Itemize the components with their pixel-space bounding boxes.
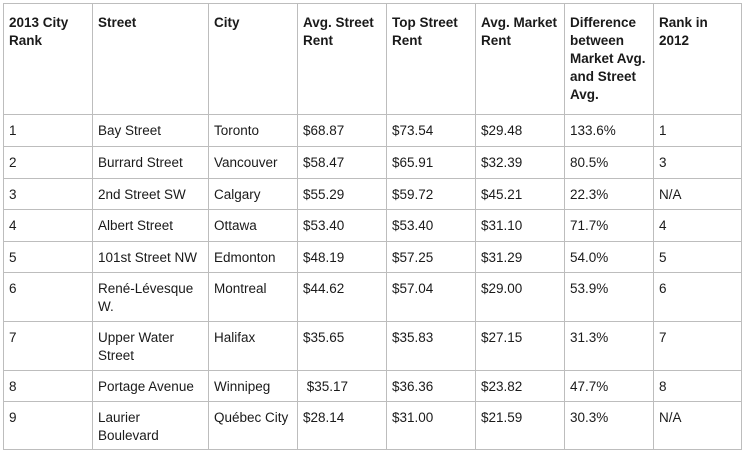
cell-city: Edmonton (208, 241, 298, 273)
cell-avg-market-rent: $29.48 (475, 114, 565, 147)
cell-rank: 5 (3, 241, 93, 273)
cell-street: Portage Avenue (92, 370, 209, 402)
cell-city: Halifax (208, 321, 298, 371)
cell-top-street-rent: $35.83 (386, 321, 476, 371)
cell-top-street-rent: $57.25 (386, 241, 476, 273)
cell-rank: 8 (3, 370, 93, 402)
cell-rank: 9 (3, 401, 93, 450)
cell-avg-street-rent: $55.29 (297, 178, 387, 210)
rent-ranking-table: 2013 City Rank Street City Avg. Street R… (3, 3, 742, 450)
header-avg-market-rent: Avg. Market Rent (475, 3, 565, 115)
cell-top-street-rent: $36.36 (386, 370, 476, 402)
cell-street: 101st Street NW (92, 241, 209, 273)
header-city-rank: 2013 City Rank (3, 3, 93, 115)
cell-difference: 30.3% (564, 401, 654, 450)
cell-avg-market-rent: $32.39 (475, 146, 565, 179)
cell-city: Toronto (208, 114, 298, 147)
cell-difference: 133.6% (564, 114, 654, 147)
cell-street: Bay Street (92, 114, 209, 147)
table-row: 5 101st Street NW Edmonton $48.19 $57.25… (3, 241, 742, 273)
cell-rank: 6 (3, 272, 93, 322)
cell-avg-market-rent: $21.59 (475, 401, 565, 450)
table-row: 3 2nd Street SW Calgary $55.29 $59.72 $4… (3, 178, 742, 210)
cell-street: Burrard Street (92, 146, 209, 179)
cell-rank-2012: 4 (653, 209, 742, 242)
cell-rank-2012: 8 (653, 370, 742, 402)
header-difference: Difference between Market Avg. and Stree… (564, 3, 654, 115)
cell-difference: 71.7% (564, 209, 654, 242)
cell-difference: 47.7% (564, 370, 654, 402)
cell-avg-market-rent: $23.82 (475, 370, 565, 402)
cell-avg-street-rent: $44.62 (297, 272, 387, 322)
cell-avg-street-rent: $35.65 (297, 321, 387, 371)
cell-rank: 7 (3, 321, 93, 371)
cell-city: Montreal (208, 272, 298, 322)
header-row: 2013 City Rank Street City Avg. Street R… (3, 3, 742, 115)
cell-rank: 3 (3, 178, 93, 210)
cell-rank-2012: N/A (653, 401, 742, 450)
cell-top-street-rent: $53.40 (386, 209, 476, 242)
cell-avg-street-rent: $68.87 (297, 114, 387, 147)
cell-top-street-rent: $31.00 (386, 401, 476, 450)
cell-street: 2nd Street SW (92, 178, 209, 210)
table-row: 1 Bay Street Toronto $68.87 $73.54 $29.4… (3, 114, 742, 147)
header-rank-2012: Rank in 2012 (653, 3, 742, 115)
cell-avg-market-rent: $31.29 (475, 241, 565, 273)
header-street: Street (92, 3, 209, 115)
cell-difference: 31.3% (564, 321, 654, 371)
cell-city: Winnipeg (208, 370, 298, 402)
cell-avg-street-rent: $28.14 (297, 401, 387, 450)
cell-street: Upper Water Street (92, 321, 209, 371)
table-row: 7 Upper Water Street Halifax $35.65 $35.… (3, 321, 742, 371)
cell-difference: 54.0% (564, 241, 654, 273)
table-row: 2 Burrard Street Vancouver $58.47 $65.91… (3, 146, 742, 179)
table-row: 4 Albert Street Ottawa $53.40 $53.40 $31… (3, 209, 742, 242)
cell-top-street-rent: $57.04 (386, 272, 476, 322)
cell-rank: 4 (3, 209, 93, 242)
cell-rank-2012: 3 (653, 146, 742, 179)
table-row: 9 Laurier Boulevard Québec City $28.14 $… (3, 401, 742, 450)
cell-top-street-rent: $65.91 (386, 146, 476, 179)
cell-street: Albert Street (92, 209, 209, 242)
cell-rank-2012: 1 (653, 114, 742, 147)
cell-rank-2012: 5 (653, 241, 742, 273)
cell-avg-market-rent: $31.10 (475, 209, 565, 242)
cell-avg-street-rent: $48.19 (297, 241, 387, 273)
cell-difference: 53.9% (564, 272, 654, 322)
cell-street: Laurier Boulevard (92, 401, 209, 450)
table-row: 8 Portage Avenue Winnipeg $35.17 $36.36 … (3, 370, 742, 402)
cell-street: René-Lévesque W. (92, 272, 209, 322)
cell-avg-street-rent: $53.40 (297, 209, 387, 242)
cell-difference: 80.5% (564, 146, 654, 179)
cell-top-street-rent: $59.72 (386, 178, 476, 210)
cell-top-street-rent: $73.54 (386, 114, 476, 147)
cell-city: Vancouver (208, 146, 298, 179)
cell-difference: 22.3% (564, 178, 654, 210)
cell-rank-2012: 6 (653, 272, 742, 322)
cell-city: Québec City (208, 401, 298, 450)
header-city: City (208, 3, 298, 115)
cell-city: Calgary (208, 178, 298, 210)
cell-avg-market-rent: $27.15 (475, 321, 565, 371)
header-avg-street-rent: Avg. Street Rent (297, 3, 387, 115)
cell-rank: 2 (3, 146, 93, 179)
cell-rank-2012: 7 (653, 321, 742, 371)
cell-rank-2012: N/A (653, 178, 742, 210)
cell-avg-market-rent: $29.00 (475, 272, 565, 322)
cell-city: Ottawa (208, 209, 298, 242)
cell-avg-street-rent: $58.47 (297, 146, 387, 179)
cell-avg-market-rent: $45.21 (475, 178, 565, 210)
table-row: 6 René-Lévesque W. Montreal $44.62 $57.0… (3, 272, 742, 322)
cell-avg-street-rent: $35.17 (297, 370, 387, 402)
cell-rank: 1 (3, 114, 93, 147)
header-top-street-rent: Top Street Rent (386, 3, 476, 115)
